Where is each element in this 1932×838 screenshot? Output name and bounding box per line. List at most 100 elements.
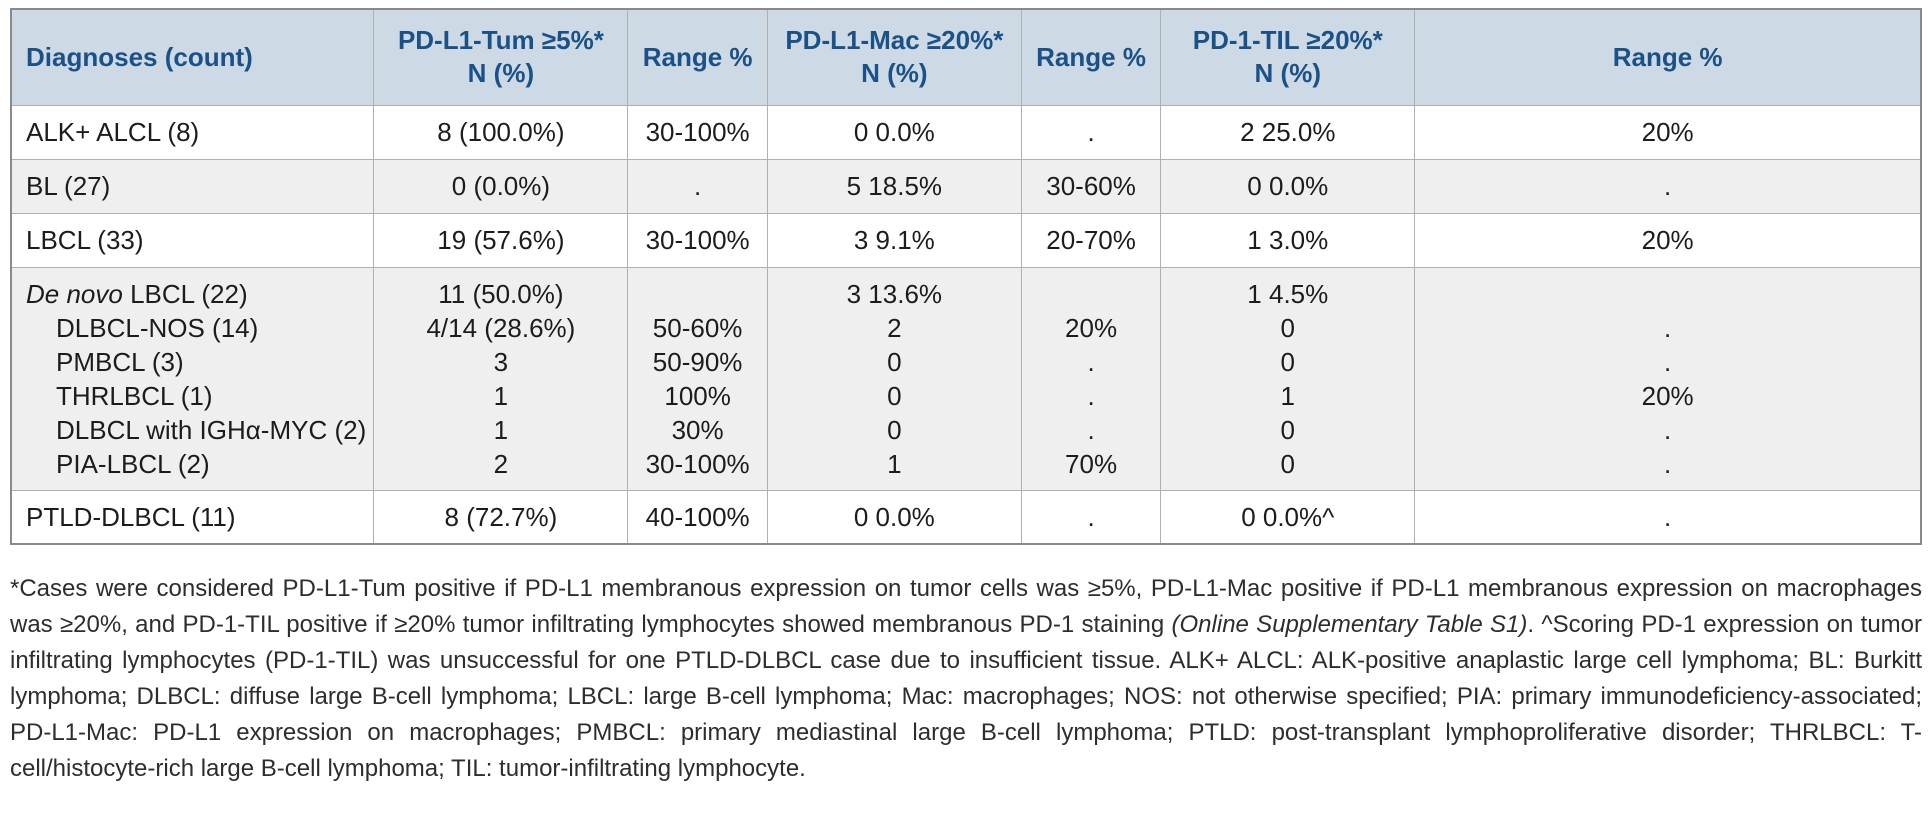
- cell-value: .: [1664, 171, 1672, 201]
- value-cell: 0 0.0%: [766, 104, 1022, 160]
- cell-value: 1: [1280, 380, 1295, 411]
- value-cell: .. 20%..: [1414, 266, 1922, 491]
- cell-value: 0: [887, 346, 902, 377]
- cell-value: 1 4.5%: [1247, 278, 1329, 309]
- value-cell: 2 25.0%: [1160, 104, 1416, 160]
- diagnosis-label: ALK+ ALCL (8): [26, 117, 200, 147]
- table-header: Diagnoses (count) PD-L1-Tum ≥5%* N (%) R…: [10, 8, 1922, 106]
- pd-expression-table: Diagnoses (count) PD-L1-Tum ≥5%* N (%) R…: [10, 8, 1922, 545]
- col-header-label: Range %: [1036, 41, 1146, 72]
- value-cell: 0 (0.0%): [373, 158, 629, 214]
- col-header-sublabel: N (%): [861, 58, 928, 89]
- value-cell: 8 (72.7%): [373, 489, 629, 545]
- cell-value: 2 25.0%: [1240, 117, 1336, 147]
- cell-value: .: [1087, 346, 1095, 377]
- cell-value: 50-60%: [652, 312, 743, 343]
- cell-value: 0: [1280, 448, 1295, 479]
- footnote-italic-citation: (Online Supplementary Table S1): [1171, 611, 1528, 638]
- diagnosis-cell: PTLD-DLBCL (11): [10, 489, 375, 545]
- value-cell: 0 0.0%^: [1160, 489, 1416, 545]
- header-row: Diagnoses (count) PD-L1-Tum ≥5%* N (%) R…: [10, 8, 1922, 106]
- value-cell: .: [1414, 158, 1922, 214]
- col-header-sublabel: N (%): [467, 58, 535, 89]
- value-cell: 1 4.5% 0 0 1 0 0: [1160, 266, 1416, 491]
- table-row: LBCL (33) 19 (57.6%) 30-100% 3 9.1% 20-70% 1 …: [10, 212, 1922, 268]
- cell-value: 20%: [1641, 225, 1694, 255]
- col-header-label: PD-L1-Mac ≥20%*: [785, 25, 1004, 56]
- value-cell: 0 0.0%: [1160, 158, 1416, 214]
- footnote: *Cases were considered PD-L1-Tum positiv…: [10, 571, 1922, 787]
- col-header-diagnoses: Diagnoses (count): [10, 8, 375, 106]
- cell-value: [1419, 277, 1916, 311]
- value-cell: 11 (50.0%) 4/14 (28.6%) 3 1 1 2: [373, 266, 629, 491]
- cell-value: 4/14 (28.6%): [426, 312, 576, 343]
- value-cell: 3 13.6% 2 0 0 0 1: [766, 266, 1022, 491]
- value-cell: .: [627, 158, 768, 214]
- cell-value: .: [694, 171, 702, 201]
- cell-value: 1 3.0%: [1247, 225, 1329, 255]
- cell-value: 0: [1280, 312, 1295, 343]
- value-cell: 1 3.0%: [1160, 212, 1416, 268]
- diagnosis-label: THRLBCL (1): [56, 380, 213, 411]
- col-header-label: PD-L1-Tum ≥5%*: [397, 25, 604, 56]
- col-header-range-mac: Range %: [1020, 8, 1162, 106]
- cell-value: 2: [493, 448, 509, 479]
- cell-value: 30-100%: [645, 225, 750, 255]
- diagnosis-cell: LBCL (33): [10, 212, 375, 268]
- value-cell: 30-100%: [627, 104, 768, 160]
- value-cell: .: [1020, 104, 1162, 160]
- value-cell: 3 9.1%: [766, 212, 1022, 268]
- diagnosis-cell: ALK+ ALCL (8): [10, 104, 375, 160]
- table-row: De novo LBCL (22) DLBCL-NOS (14) PMBCL (3)…: [10, 266, 1922, 491]
- value-cell: 20%... 70%: [1020, 266, 1162, 491]
- cell-value: 0 (0.0%): [451, 171, 551, 201]
- col-header-range-til: Range %: [1414, 8, 1922, 106]
- cell-value: 1: [493, 414, 509, 445]
- value-cell: 30-60%: [1020, 158, 1162, 214]
- col-header-pdl1-tum: PD-L1-Tum ≥5%* N (%): [373, 8, 629, 106]
- diagnosis-label: BL (27): [26, 171, 111, 201]
- value-cell: 30-100%: [627, 212, 768, 268]
- value-cell: 20%: [1414, 212, 1922, 268]
- cell-value: 0: [887, 380, 902, 411]
- cell-value: 20%: [1641, 117, 1694, 147]
- cell-value: 1: [887, 448, 902, 479]
- value-cell: 19 (57.6%): [373, 212, 629, 268]
- cell-value: 5 18.5%: [846, 171, 943, 201]
- cell-value: 0 0.0%: [853, 117, 935, 147]
- cell-value: 100%: [664, 380, 731, 411]
- cell-value: 11 (50.0%): [438, 278, 564, 309]
- value-cell: 20%: [1414, 104, 1922, 160]
- cell-value: 8 (100.0%): [437, 117, 565, 147]
- table-body: ALK+ ALCL (8) 8 (100.0%) 30-100% 0 0.0%. 2 2…: [10, 104, 1922, 545]
- cell-value: 0 0.0%: [1247, 171, 1329, 201]
- cell-value: 0: [1280, 414, 1295, 445]
- diagnosis-label: PMBCL (3): [56, 346, 184, 377]
- footnote-text: . ^Scoring PD-1 expression on tumor infi…: [10, 611, 1923, 782]
- cell-value: 30-60%: [1046, 171, 1136, 201]
- cell-value: 3 9.1%: [853, 225, 935, 255]
- col-header-range-tum: Range %: [627, 8, 768, 106]
- cell-value: 20-70%: [1046, 225, 1136, 255]
- value-cell: .: [1020, 489, 1162, 545]
- cell-value: 30-100%: [645, 448, 750, 479]
- diagnosis-italic: De novo: [26, 278, 123, 309]
- cell-value: 20%: [1065, 312, 1118, 343]
- diagnosis-label: DLBCL with IGHα-MYC (2): [56, 414, 367, 445]
- cell-value: 20%: [1641, 380, 1694, 411]
- cell-value: .: [1664, 501, 1672, 532]
- value-cell: .: [1414, 489, 1922, 545]
- cell-value: 50-90%: [652, 346, 743, 377]
- col-header-pd1-til: PD-1-TIL ≥20%* N (%): [1160, 8, 1416, 106]
- cell-value: 3: [493, 346, 509, 377]
- value-cell: 50-60% 50-90% 100% 30% 30-100%: [627, 266, 768, 491]
- diagnosis-label: PIA-LBCL (2): [56, 448, 210, 479]
- value-cell: 0 0.0%: [766, 489, 1022, 545]
- cell-value: 0 0.0%: [853, 501, 935, 532]
- footnote-text: *Cases were considered PD-L1-Tum positiv…: [10, 575, 1922, 638]
- diagnosis-label: PTLD-DLBCL (11): [26, 501, 236, 532]
- cell-value: .: [1087, 501, 1095, 532]
- col-header-label: Range %: [642, 41, 753, 72]
- cell-value: .: [1087, 414, 1095, 445]
- col-header-pdl1-mac: PD-L1-Mac ≥20%* N (%): [766, 8, 1022, 106]
